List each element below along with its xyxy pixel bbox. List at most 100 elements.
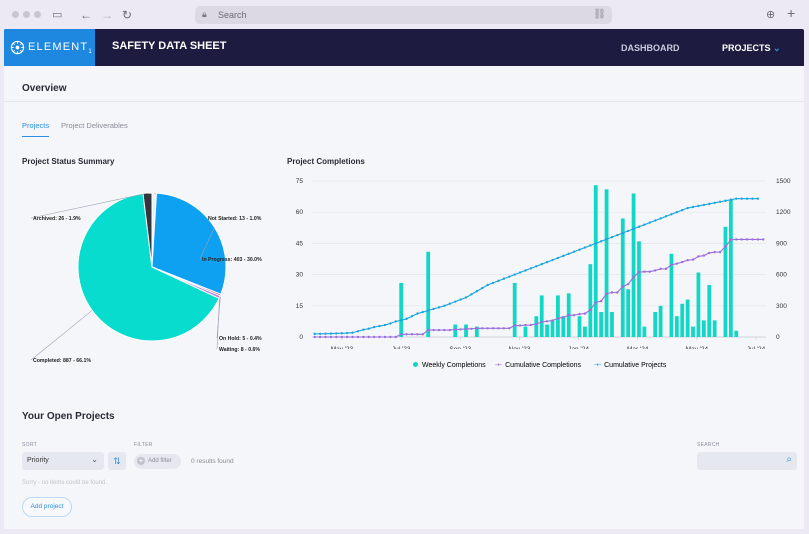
legend-weekly[interactable]: Weekly Completions [413, 362, 486, 369]
cumulative-projects-point[interactable] [427, 309, 430, 312]
cumulative-completions-point[interactable] [724, 245, 727, 248]
cumulative-completions-point[interactable] [518, 324, 522, 327]
cumulative-projects-point[interactable] [535, 265, 538, 268]
weekly-bar[interactable] [696, 272, 701, 337]
cumulative-projects-point[interactable] [740, 197, 743, 200]
tab-projects[interactable]: Projects [22, 121, 50, 130]
cumulative-projects-point[interactable] [410, 315, 414, 318]
cumulative-projects-point[interactable] [497, 279, 500, 283]
cumulative-completions-point[interactable] [421, 333, 424, 336]
cumulative-completions-point[interactable] [318, 335, 322, 339]
download-icon[interactable]: ⊕ [766, 9, 776, 21]
cumulative-projects-point[interactable] [643, 223, 646, 226]
cumulative-completions-point[interactable] [540, 320, 543, 324]
cumulative-projects-point[interactable] [686, 206, 689, 210]
cumulative-completions-point[interactable] [713, 250, 716, 254]
cumulative-projects-point[interactable] [610, 235, 614, 239]
cumulative-projects-point[interactable] [572, 250, 576, 253]
cumulative-completions-point[interactable] [356, 335, 360, 339]
cumulative-completions-point[interactable] [470, 327, 473, 330]
cumulative-completions-point[interactable] [740, 238, 743, 241]
cumulative-completions-point[interactable] [443, 328, 446, 332]
cumulative-completions-point[interactable] [675, 262, 679, 265]
pie-slice-in-progress[interactable] [151, 192, 227, 295]
legend-cumulative-projects[interactable]: -•- Cumulative Projects [594, 362, 667, 369]
cumulative-completions-point[interactable] [378, 335, 381, 339]
cumulative-projects-point[interactable] [545, 260, 549, 264]
cumulative-projects-point[interactable] [751, 197, 754, 200]
cumulative-projects-point[interactable] [421, 310, 424, 314]
cumulative-projects-point[interactable] [589, 244, 592, 247]
cumulative-projects-point[interactable] [508, 275, 511, 278]
cumulative-completions-point[interactable] [524, 323, 527, 327]
cumulative-completions-point[interactable] [659, 267, 662, 271]
cumulative-projects-point[interactable] [389, 322, 392, 325]
cumulative-completions-point[interactable] [637, 271, 641, 274]
cumulative-completions-point[interactable] [497, 327, 500, 330]
cumulative-projects-point[interactable] [735, 197, 738, 200]
cumulative-projects-point[interactable] [697, 204, 700, 208]
cumulative-completions-point[interactable] [599, 299, 603, 303]
cumulative-projects-point[interactable] [481, 286, 484, 290]
cumulative-projects-point[interactable] [399, 319, 403, 322]
cumulative-projects-point[interactable] [745, 197, 749, 200]
cumulative-projects-point[interactable] [362, 328, 365, 331]
cumulative-completions-point[interactable] [454, 328, 457, 331]
cumulative-completions-point[interactable] [643, 270, 646, 273]
cumulative-projects-point[interactable] [599, 240, 603, 243]
cumulative-projects-point[interactable] [713, 201, 716, 205]
cumulative-completions-point[interactable] [437, 328, 441, 332]
cumulative-completions-point[interactable] [626, 282, 630, 286]
cumulative-projects-point[interactable] [513, 273, 516, 276]
weekly-bar[interactable] [712, 320, 717, 337]
weekly-bar[interactable] [604, 189, 609, 337]
weekly-bar[interactable] [426, 251, 431, 337]
cumulative-completions-point[interactable] [697, 255, 700, 258]
weekly-bar[interactable] [583, 326, 587, 337]
cumulative-completions-point[interactable] [605, 292, 608, 295]
cumulative-projects-point[interactable] [702, 203, 706, 207]
cumulative-projects-point[interactable] [675, 211, 679, 214]
cumulative-projects-point[interactable] [443, 304, 446, 307]
cumulative-completions-point[interactable] [567, 313, 570, 317]
window-minimize-button[interactable] [23, 11, 30, 18]
window-close-button[interactable] [12, 11, 19, 18]
cumulative-projects-point[interactable] [459, 298, 462, 301]
cumulative-projects-point[interactable] [616, 233, 619, 237]
weekly-bar[interactable] [734, 330, 739, 337]
weekly-bar[interactable] [653, 312, 658, 337]
cumulative-completions-point[interactable] [345, 335, 349, 339]
cumulative-projects-point[interactable] [605, 238, 608, 241]
pie-slice-completed[interactable] [77, 192, 220, 342]
weekly-bar[interactable] [588, 264, 593, 337]
cumulative-projects-point[interactable] [529, 267, 533, 270]
cumulative-projects-point[interactable] [383, 323, 387, 327]
legend-cumulative-completions[interactable]: -•- Cumulative Completions [495, 362, 581, 369]
cumulative-completions-point[interactable] [475, 327, 479, 330]
cumulative-completions-point[interactable] [632, 275, 635, 279]
cumulative-projects-point[interactable] [367, 327, 370, 330]
cumulative-completions-point[interactable] [410, 333, 414, 336]
add-project-button[interactable]: Add project [22, 497, 72, 517]
cumulative-completions-point[interactable] [751, 238, 754, 241]
cumulative-completions-point[interactable] [616, 291, 619, 294]
weekly-bar[interactable] [539, 295, 544, 337]
cumulative-projects-point[interactable] [378, 324, 381, 328]
cumulative-completions-point[interactable] [399, 333, 403, 336]
cumulative-completions-point[interactable] [589, 308, 592, 312]
cumulative-completions-point[interactable] [486, 327, 489, 330]
weekly-bar[interactable] [610, 312, 614, 337]
cumulative-projects-point[interactable] [502, 277, 506, 280]
cumulative-completions-point[interactable] [702, 254, 706, 257]
cumulative-completions-point[interactable] [551, 319, 554, 322]
reload-icon[interactable]: ↻ [122, 8, 133, 22]
cumulative-projects-point[interactable] [518, 271, 522, 274]
cumulative-completions-point[interactable] [448, 328, 452, 332]
forward-icon[interactable]: → [101, 8, 113, 22]
cumulative-projects-point[interactable] [356, 330, 360, 333]
nav-projects-link[interactable]: PROJECTS ⌄ [722, 43, 781, 53]
weekly-bar[interactable] [642, 326, 647, 337]
cumulative-completions-point[interactable] [756, 238, 760, 241]
weekly-bar[interactable] [691, 326, 695, 337]
weekly-bar[interactable] [674, 316, 679, 337]
